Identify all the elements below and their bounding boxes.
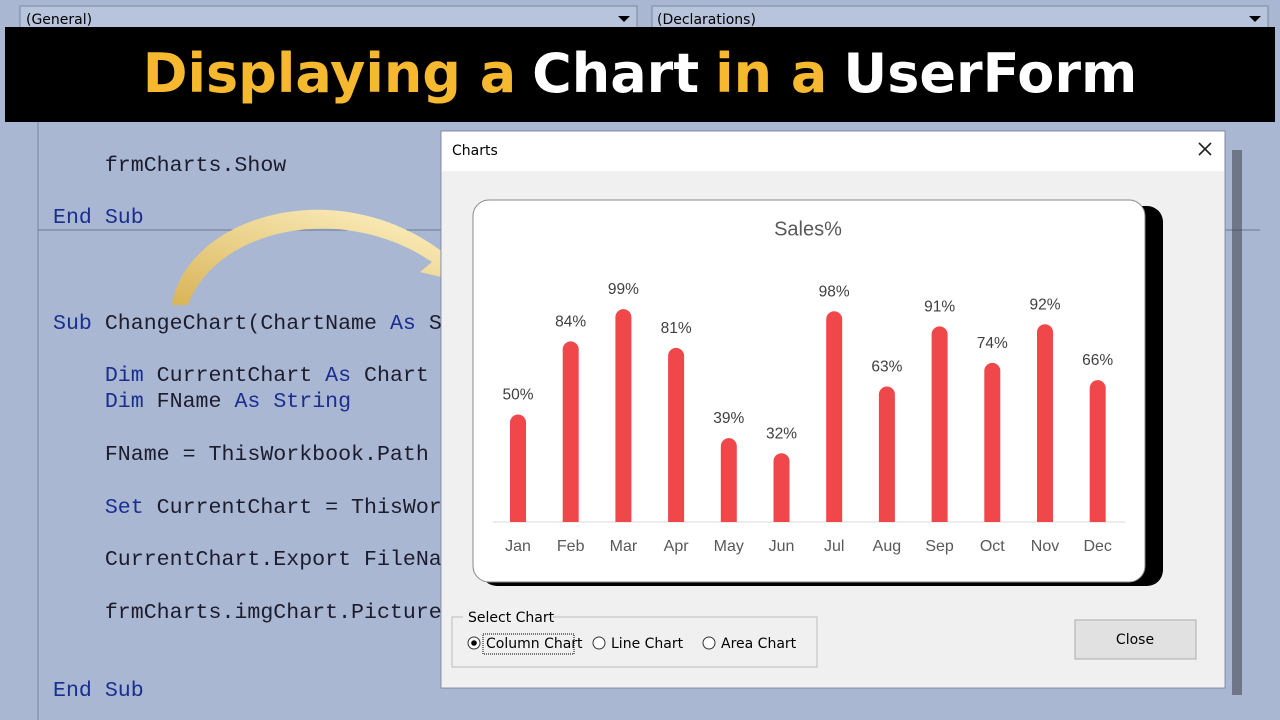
code-line: frmCharts.Show xyxy=(53,154,286,178)
bar xyxy=(878,386,895,522)
chart-image xyxy=(472,199,1146,583)
dropdown-label: (Declarations) xyxy=(657,12,756,28)
code-token: FName = ThisWorkbook.Path xyxy=(53,443,429,467)
code-token: frmCharts.imgChart.Picture xyxy=(53,601,442,625)
code-token: As xyxy=(325,364,351,388)
radio[interactable] xyxy=(592,636,606,650)
value-label: 50% xyxy=(502,387,533,404)
value-label: 84% xyxy=(555,313,586,330)
code-line: End Sub xyxy=(53,679,144,703)
code-token: As String xyxy=(234,390,351,414)
bar xyxy=(826,311,843,522)
code-token: Sub xyxy=(53,312,92,336)
value-label: 81% xyxy=(661,320,692,337)
dropdown-label: (General) xyxy=(26,12,92,28)
close-icon[interactable] xyxy=(1198,142,1212,156)
dialog-title: Charts xyxy=(452,143,498,159)
x-tick-label: Jun xyxy=(769,538,795,555)
close-button-label[interactable]: Close xyxy=(1116,632,1154,648)
bar xyxy=(510,414,526,522)
bar xyxy=(668,347,685,522)
x-tick-label: Dec xyxy=(1083,538,1111,555)
x-tick-label: Aug xyxy=(873,538,901,555)
code-token: End Sub xyxy=(53,206,144,230)
banner-word: Chart xyxy=(532,42,699,105)
code-line: FName = ThisWorkbook.Path xyxy=(53,443,429,467)
x-tick-label: Sep xyxy=(925,538,954,555)
dialog-shadow xyxy=(1232,150,1242,695)
bar xyxy=(1089,380,1106,522)
radio-label[interactable]: Area Chart xyxy=(721,636,797,652)
x-tick-label: Apr xyxy=(664,538,690,555)
banner-word: Displaying a xyxy=(143,42,516,105)
chart-title: Sales% xyxy=(774,218,842,240)
code-line: Dim CurrentChart As Chart xyxy=(53,364,429,388)
code-token: Set xyxy=(53,496,144,520)
arrow xyxy=(172,209,462,305)
value-label: 66% xyxy=(1082,352,1113,369)
code-line: frmCharts.imgChart.Picture xyxy=(53,601,442,625)
code-token: Dim xyxy=(53,364,144,388)
radio[interactable] xyxy=(702,636,716,650)
code-token: CurrentChart = ThisWor xyxy=(144,496,442,520)
bar xyxy=(1037,324,1053,522)
x-tick-label: Jan xyxy=(505,538,531,555)
bar xyxy=(984,362,1001,522)
bar xyxy=(615,309,632,522)
radio-label[interactable]: Column Chart xyxy=(486,636,583,652)
code-token: S xyxy=(416,312,442,336)
banner-title: Displaying a Chart in a UserForm xyxy=(143,42,1138,105)
banner xyxy=(5,27,1275,122)
value-label: 39% xyxy=(713,410,744,427)
dropdown-arrow xyxy=(1249,16,1261,22)
chart: Sales% Jan 50% Feb 84% Mar 99% Apr 81% May 39% Jun 3… xyxy=(493,218,1125,555)
value-label: 63% xyxy=(871,359,902,376)
code-token: CurrentChart xyxy=(144,364,325,388)
code-token: Dim xyxy=(53,390,144,414)
code-line: End Sub xyxy=(53,206,144,230)
value-label: 98% xyxy=(819,283,850,300)
bar xyxy=(562,341,579,522)
code-line: Set CurrentChart = ThisWor xyxy=(53,496,442,520)
value-label: 92% xyxy=(1029,296,1060,313)
x-tick-label: Nov xyxy=(1031,538,1059,555)
frame-label-bg xyxy=(463,609,553,625)
code-area: frmCharts.Show End Sub Sub ChangeChart(Cha… xyxy=(53,154,442,703)
banner-word: in a xyxy=(715,42,827,105)
code-token: End Sub xyxy=(53,679,144,703)
banner-word: UserForm xyxy=(843,42,1137,105)
radio-label[interactable]: Line Chart xyxy=(611,636,684,652)
code-token: Chart xyxy=(351,364,429,388)
radio-dot[interactable] xyxy=(471,640,477,646)
options: Column Chart Line Chart Area Chart xyxy=(467,633,797,655)
focus-rect xyxy=(482,633,575,655)
value-label: 91% xyxy=(924,298,955,315)
code-token: FName xyxy=(144,390,235,414)
frame-label: Select Chart xyxy=(468,610,555,626)
code-line: Dim FName As String xyxy=(53,390,351,414)
code-token: CurrentChart.Export FileNa xyxy=(53,548,442,572)
value-label: 32% xyxy=(766,425,797,442)
value-label: 74% xyxy=(977,335,1008,352)
x-tick-label: Oct xyxy=(980,538,1005,555)
x-tick-label: May xyxy=(714,538,744,555)
x-tick-label: Mar xyxy=(610,538,638,555)
close-button[interactable] xyxy=(1074,619,1197,660)
code-token: As xyxy=(390,312,416,336)
x-tick-label: Jul xyxy=(824,538,844,555)
bar xyxy=(720,438,737,522)
bar xyxy=(931,326,948,522)
code-token: frmCharts.Show xyxy=(53,154,286,178)
x-tick-label: Feb xyxy=(557,538,585,555)
frame xyxy=(451,616,818,668)
code-line: CurrentChart.Export FileNa xyxy=(53,548,442,572)
code-line: Sub ChangeChart(ChartName As S xyxy=(53,312,442,336)
dropdown-arrow xyxy=(618,16,630,22)
bar xyxy=(773,453,790,522)
code-token: ChangeChart(ChartName xyxy=(92,312,390,336)
value-label: 99% xyxy=(608,281,639,298)
